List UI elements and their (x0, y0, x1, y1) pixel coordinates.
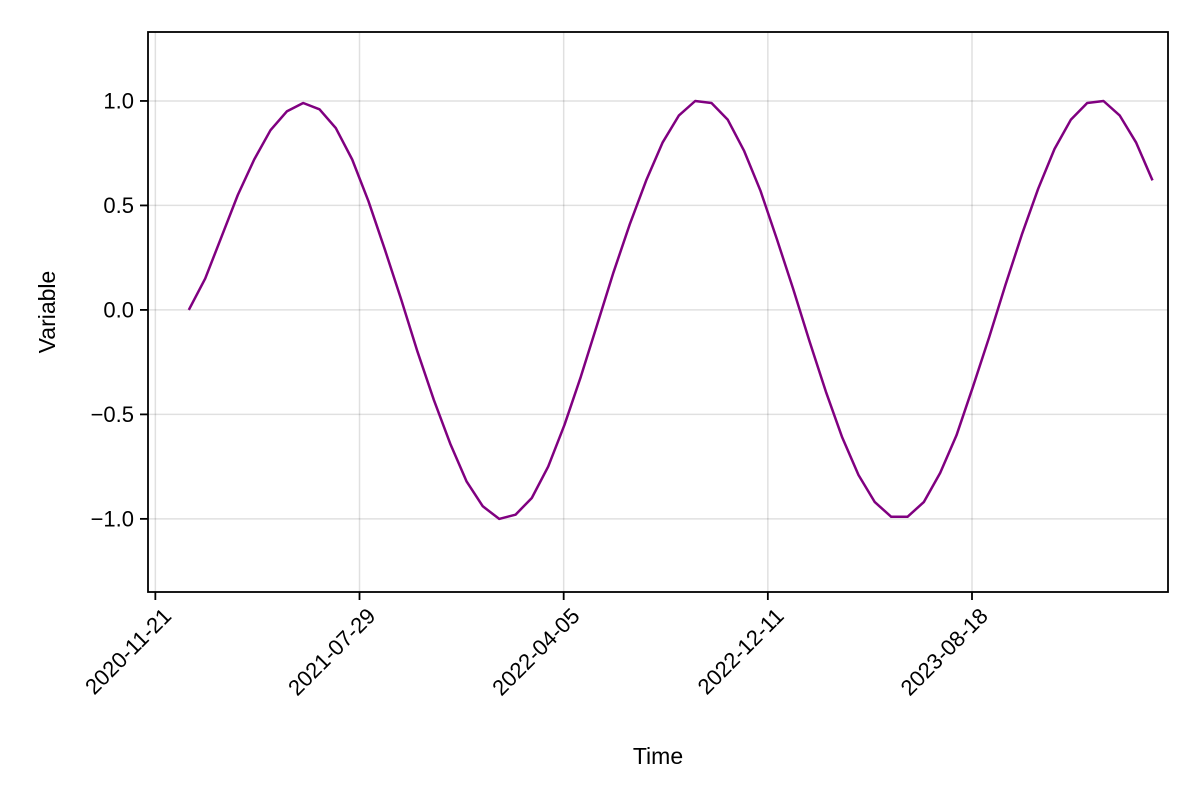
x-tick-label: 2023-08-18 (896, 603, 993, 700)
y-tick-label: −1.0 (91, 506, 134, 531)
x-axis-ticks: 2020-11-21 2021-07-29 2022-04-05 2022-12-11… (80, 592, 993, 700)
y-axis-ticks: −1.0 −0.5 0.0 0.5 1.0 (91, 88, 148, 531)
y-tick-label: 0.0 (103, 297, 134, 322)
y-tick-label: −0.5 (91, 402, 134, 427)
x-axis-label: Time (633, 743, 683, 769)
y-tick-label: 0.5 (103, 193, 134, 218)
x-tick-label: 2021-07-29 (283, 603, 380, 700)
x-tick-label: 2022-12-11 (693, 603, 789, 699)
plot-frame (147, 31, 1169, 593)
x-tick-label: 2020-11-21 (80, 603, 176, 699)
y-axis-label: Variable (34, 271, 60, 354)
x-tick-label: 2022-04-05 (487, 603, 584, 700)
y-tick-label: 1.0 (103, 88, 134, 113)
series-line (187, 99, 1154, 521)
series-layer (187, 99, 1154, 521)
grid-lines (148, 32, 1168, 592)
